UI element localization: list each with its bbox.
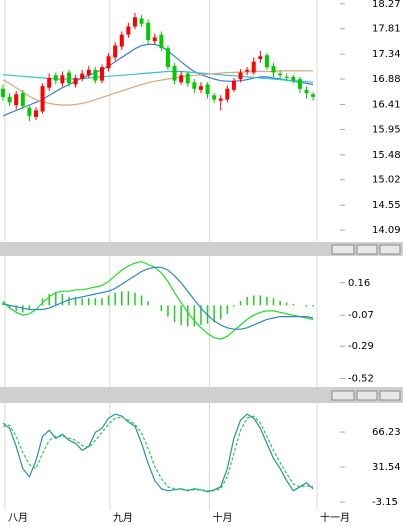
candle-body bbox=[165, 48, 170, 68]
candle-body bbox=[73, 77, 78, 85]
candle-body bbox=[245, 69, 250, 72]
x-tick-label: 十月 bbox=[213, 511, 233, 524]
candle-body bbox=[99, 67, 104, 81]
candle-body bbox=[278, 73, 283, 76]
candle-body bbox=[264, 55, 269, 68]
candle-body bbox=[139, 18, 144, 24]
candle-body bbox=[113, 45, 118, 58]
candle-body bbox=[218, 98, 223, 101]
y-tick-label: 14.09 bbox=[372, 225, 401, 236]
toolbar bbox=[0, 242, 403, 403]
y-tick-label: 16.88 bbox=[372, 74, 401, 85]
candle-body bbox=[251, 61, 256, 73]
y-tick-label: 14.55 bbox=[372, 200, 401, 211]
y-tick-label: 15.95 bbox=[372, 124, 401, 135]
candle-body bbox=[284, 76, 289, 78]
candle-body bbox=[126, 26, 131, 35]
candle-body bbox=[311, 94, 316, 97]
y-tick-label: -0.52 bbox=[348, 374, 374, 385]
candle-body bbox=[185, 73, 190, 84]
candle-body bbox=[225, 88, 230, 100]
y-tick-label: 18.27 bbox=[372, 0, 401, 10]
line bbox=[2, 260, 314, 340]
y-tick-label: 15.48 bbox=[372, 150, 401, 161]
line bbox=[2, 415, 314, 492]
candle-body bbox=[159, 34, 164, 49]
y-tick-label: 16.41 bbox=[372, 99, 401, 110]
candle-body bbox=[1, 88, 5, 97]
line bbox=[2, 413, 314, 493]
line bbox=[2, 43, 314, 117]
candle-body bbox=[80, 73, 85, 80]
y-tick-label: -0.07 bbox=[348, 310, 374, 321]
candle-body bbox=[66, 72, 71, 84]
x-tick-label: 十一月 bbox=[320, 511, 350, 524]
candle-body bbox=[132, 17, 137, 27]
candle-body bbox=[192, 82, 197, 89]
y-tick-label: 0.16 bbox=[348, 278, 370, 289]
candle-body bbox=[205, 84, 210, 95]
candle-body bbox=[106, 56, 111, 69]
candle-body bbox=[93, 69, 98, 81]
candle-body bbox=[297, 79, 302, 89]
x-tick-label: 八月 bbox=[8, 512, 28, 524]
y-tick-label: 17.34 bbox=[372, 49, 401, 60]
candle-body bbox=[86, 69, 91, 76]
y-tick-label: -3.15 bbox=[372, 497, 398, 508]
candle-body bbox=[27, 107, 32, 116]
candle-body bbox=[20, 93, 25, 107]
candle-body bbox=[47, 77, 52, 88]
y-tick-label: 17.81 bbox=[372, 24, 401, 35]
candle-body bbox=[172, 66, 177, 81]
candle-body bbox=[231, 80, 236, 90]
candle-body bbox=[146, 22, 151, 41]
line bbox=[2, 266, 314, 330]
candle-body bbox=[304, 89, 309, 94]
candle-body bbox=[212, 95, 217, 100]
candle-body bbox=[7, 96, 12, 103]
candle-body bbox=[60, 75, 65, 84]
candle-body bbox=[271, 66, 276, 73]
y-tick-label: 66.23 bbox=[372, 427, 401, 438]
candle-body bbox=[291, 76, 296, 81]
line bbox=[2, 70, 314, 106]
candle-body bbox=[152, 37, 157, 42]
x-tick-label: 九月 bbox=[113, 512, 133, 524]
candle-body bbox=[119, 34, 124, 47]
candle-body bbox=[14, 94, 19, 106]
candle-body bbox=[53, 75, 58, 81]
candle-body bbox=[33, 110, 38, 117]
y-tick-label: 15.02 bbox=[372, 175, 401, 186]
candle-body bbox=[40, 86, 45, 112]
y-tick-label: 31.54 bbox=[372, 462, 401, 473]
candle-body bbox=[179, 75, 184, 83]
y-tick-label: -0.29 bbox=[348, 341, 374, 352]
candle-body bbox=[258, 56, 263, 60]
candle-body bbox=[238, 72, 243, 80]
candle-body bbox=[198, 86, 203, 90]
